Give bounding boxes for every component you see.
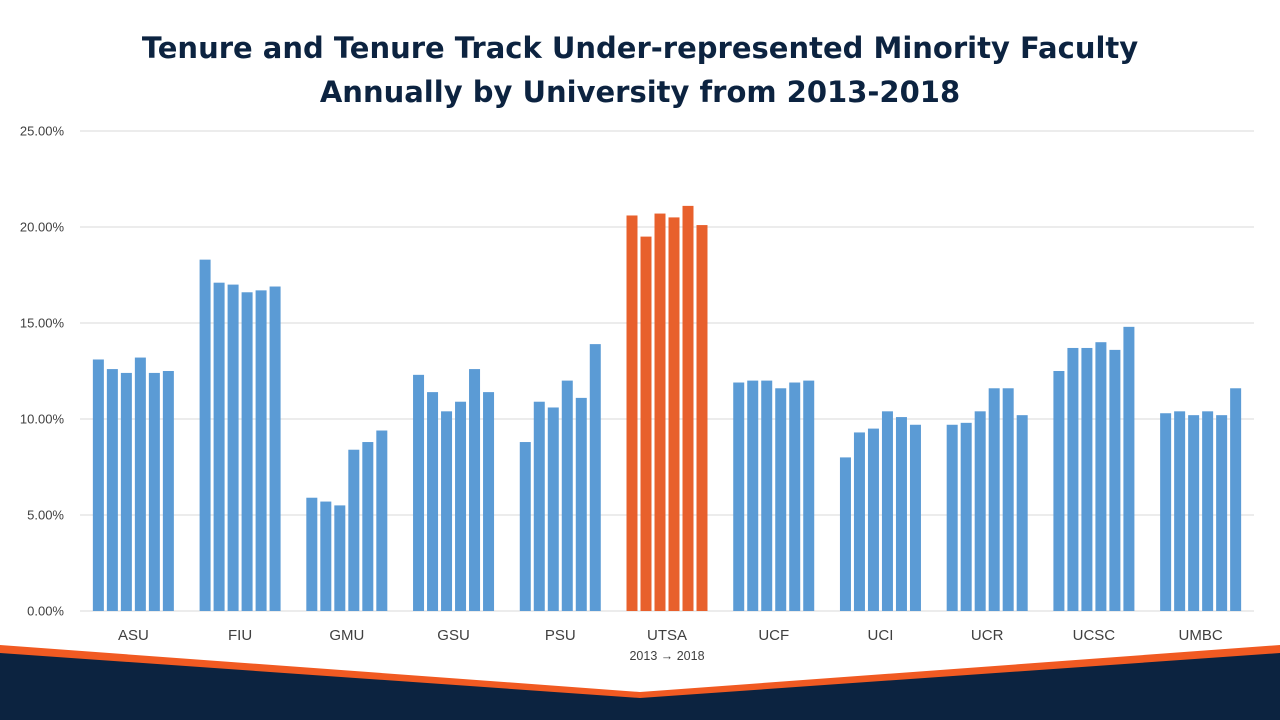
bar-ucr-2018 xyxy=(1016,415,1028,611)
bar-gmu-2013 xyxy=(306,497,318,611)
bar-ucsc-2018 xyxy=(1123,326,1135,611)
bar-fiu-2013 xyxy=(199,259,211,611)
y-tick-label: 20.00% xyxy=(20,220,65,235)
footer-navy-band xyxy=(0,653,1280,720)
bar-uci-2017 xyxy=(895,417,907,611)
title-line-1: Tenure and Tenure Track Under-represente… xyxy=(141,31,1139,65)
y-tick-label: 5.00% xyxy=(27,508,64,523)
bar-utsa-2014 xyxy=(640,236,652,611)
bar-utsa-2015 xyxy=(654,213,666,611)
bar-asu-2015 xyxy=(120,372,132,611)
x-category-label: ASU xyxy=(118,627,149,644)
y-tick-label: 25.00% xyxy=(20,124,65,139)
bar-ucsc-2015 xyxy=(1081,347,1093,611)
x-category-label: UCR xyxy=(971,627,1004,644)
bar-fiu-2016 xyxy=(241,292,253,611)
bar-gsu-2017 xyxy=(469,369,481,611)
bar-ucsc-2017 xyxy=(1109,349,1121,611)
bar-ucf-2013 xyxy=(733,382,745,611)
bar-ucr-2016 xyxy=(988,388,1000,611)
bar-ucsc-2013 xyxy=(1053,371,1065,611)
bar-ucf-2018 xyxy=(803,380,815,611)
x-category-label: PSU xyxy=(545,627,576,644)
bar-psu-2018 xyxy=(589,344,601,611)
label-layer: 0.00% 5.00% 10.00% 15.00% 20.00% 25.00% ASU FIU… xyxy=(20,124,1223,664)
bar-psu-2013 xyxy=(519,442,531,611)
bar-gsu-2018 xyxy=(483,392,495,611)
y-tick-label: 0.00% xyxy=(27,604,64,619)
title-line-2: Annually by University from 2013-2018 xyxy=(319,75,961,109)
bar-gmu-2017 xyxy=(362,442,374,611)
bar-ucr-2015 xyxy=(974,411,986,611)
bar-gmu-2016 xyxy=(348,449,360,611)
bar-asu-2014 xyxy=(106,369,118,611)
bar-utsa-2013 xyxy=(626,215,638,612)
x-category-label: GSU xyxy=(437,627,470,644)
x-category-label: UMBC xyxy=(1179,627,1223,644)
bar-umbc-2018 xyxy=(1230,388,1242,611)
y-tick-label: 10.00% xyxy=(20,412,65,427)
bar-asu-2017 xyxy=(148,372,160,611)
bar-ucf-2015 xyxy=(761,380,773,611)
bar-asu-2013 xyxy=(92,359,104,611)
bar-fiu-2017 xyxy=(255,290,267,611)
bar-psu-2014 xyxy=(533,401,545,611)
bar-uci-2018 xyxy=(909,424,921,611)
bar-psu-2015 xyxy=(547,407,559,611)
bar-uci-2015 xyxy=(867,428,879,611)
bar-uci-2016 xyxy=(881,411,893,611)
bar-fiu-2014 xyxy=(213,282,225,611)
bar-ucf-2014 xyxy=(747,380,759,611)
bar-ucsc-2016 xyxy=(1095,342,1107,611)
bar-psu-2017 xyxy=(575,397,587,611)
bar-layer xyxy=(92,205,1242,612)
bar-ucf-2017 xyxy=(789,382,801,611)
bar-ucr-2014 xyxy=(960,422,972,611)
bar-gsu-2016 xyxy=(455,401,467,611)
x-category-label: UCF xyxy=(758,627,789,644)
x-category-label: UTSA xyxy=(647,627,687,644)
bar-gsu-2013 xyxy=(413,374,425,611)
bar-asu-2018 xyxy=(162,371,174,611)
x-category-label: FIU xyxy=(228,627,252,644)
bar-umbc-2017 xyxy=(1216,415,1228,611)
bar-gmu-2018 xyxy=(376,430,388,611)
bar-asu-2016 xyxy=(134,357,146,611)
bar-gsu-2015 xyxy=(441,411,453,611)
slide-title: Tenure and Tenure Track Under-represente… xyxy=(0,26,1280,114)
bar-ucr-2013 xyxy=(946,424,958,611)
bar-utsa-2017 xyxy=(682,205,694,611)
bar-umbc-2016 xyxy=(1202,411,1214,611)
bar-fiu-2015 xyxy=(227,284,239,611)
bar-ucf-2016 xyxy=(775,388,787,611)
year-range-annotation: 2013 → 2018 xyxy=(629,649,704,663)
bar-uci-2013 xyxy=(839,457,851,611)
bar-utsa-2016 xyxy=(668,217,680,611)
bar-umbc-2013 xyxy=(1160,413,1172,611)
bar-umbc-2015 xyxy=(1188,415,1200,611)
bar-psu-2016 xyxy=(561,380,573,611)
x-category-label: UCSC xyxy=(1073,627,1116,644)
x-category-label: GMU xyxy=(329,627,364,644)
x-category-label: UCI xyxy=(868,627,894,644)
y-tick-label: 15.00% xyxy=(20,316,65,331)
bar-ucsc-2014 xyxy=(1067,347,1079,611)
bar-gsu-2014 xyxy=(427,392,439,611)
bar-fiu-2018 xyxy=(269,286,281,611)
bar-utsa-2018 xyxy=(696,225,708,611)
bar-ucr-2017 xyxy=(1002,388,1014,611)
bar-umbc-2014 xyxy=(1174,411,1186,611)
bar-gmu-2014 xyxy=(320,501,332,611)
bar-gmu-2015 xyxy=(334,505,346,611)
bar-uci-2014 xyxy=(853,432,865,611)
